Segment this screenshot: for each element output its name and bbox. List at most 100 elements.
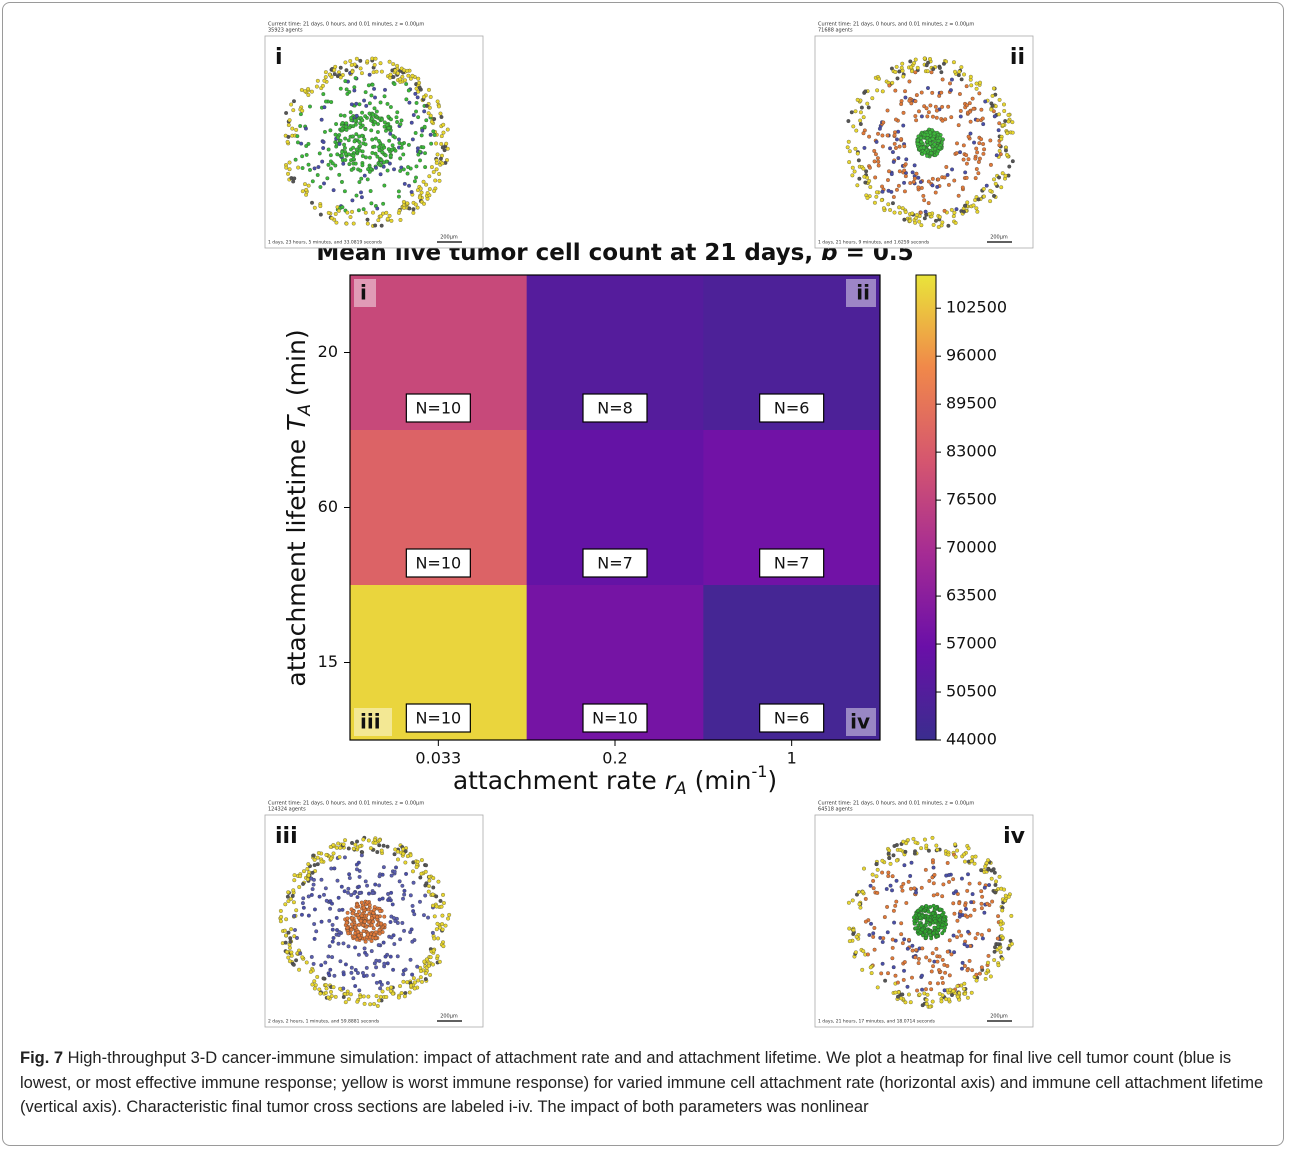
cell-dot [353, 925, 357, 930]
cell-dot [863, 180, 868, 185]
cell-dot [966, 929, 971, 934]
cell-dot [310, 179, 315, 184]
cell-dot [349, 167, 354, 172]
cell-dot [990, 899, 995, 904]
cell-dot [374, 965, 379, 970]
cell-dot [955, 935, 959, 940]
cell-dot [432, 936, 437, 941]
cell-dot [285, 139, 290, 144]
cell-dot [304, 192, 309, 197]
cell-dot [989, 107, 994, 112]
cell-dot [362, 98, 367, 103]
cell-dot [318, 185, 323, 189]
label-part: -1 [751, 762, 767, 781]
cell-dot [894, 878, 899, 883]
cell-dot [357, 102, 362, 107]
cell-dot [931, 881, 936, 886]
cell-dot [938, 135, 942, 140]
cell-dot [427, 105, 432, 110]
cell-dot [350, 911, 355, 916]
cell-dot [398, 168, 403, 173]
cell-label: N=7 [597, 554, 633, 573]
cell-dot [379, 69, 384, 74]
cell-dot [356, 933, 361, 938]
cell-dot [913, 70, 918, 75]
cell-dot [968, 109, 972, 114]
cell-dot [853, 109, 858, 114]
cell-dot [924, 1001, 929, 1006]
cell-dot [922, 198, 927, 203]
cell-dot [902, 960, 907, 965]
cell-dot [400, 142, 405, 147]
panel-scale-label: 200μm [440, 235, 458, 241]
cell-dot [402, 205, 407, 210]
cell-dot [435, 99, 440, 104]
cell-dot [912, 61, 916, 66]
cell-dot [890, 956, 895, 961]
cell-dot [371, 973, 376, 977]
cell-dot [321, 92, 326, 97]
cell-dot [937, 954, 942, 959]
cell-dot [365, 177, 370, 182]
cell-dot [333, 132, 338, 137]
cell-dot [946, 852, 951, 857]
cell-dot [999, 137, 1004, 141]
colorbar-tick-label: 83000 [946, 442, 997, 461]
cell-dot [981, 142, 986, 146]
cell-dot [877, 126, 882, 131]
cell-dot [908, 181, 913, 185]
cell-dot [845, 145, 850, 150]
y-axis-label: attachment lifetime TA (min) [282, 329, 315, 686]
cell-dot [352, 85, 357, 90]
corner-label: iv [850, 710, 870, 734]
cell-dot [336, 941, 341, 946]
cell-dot [991, 86, 996, 91]
cell-dot [935, 151, 940, 156]
cell-dot [855, 183, 860, 188]
cell-dot [849, 110, 854, 115]
cell-dot [890, 945, 895, 950]
cell-dot [393, 135, 397, 140]
cell-dot [377, 148, 382, 153]
cell-dot [446, 916, 451, 921]
cell-dot [422, 959, 427, 964]
cell-dot [958, 150, 963, 155]
cell-dot [289, 953, 294, 958]
cell-dot [306, 183, 311, 188]
cell-dot [913, 220, 918, 225]
cell-dot [417, 80, 422, 85]
cell-dot [910, 211, 915, 216]
cell-dot [311, 877, 316, 882]
cell-dot [910, 948, 915, 953]
cell-dot [366, 838, 371, 843]
cell-dot [895, 187, 899, 192]
cell-dot [346, 997, 351, 1002]
cell-dot [404, 871, 409, 876]
cell-dot [896, 156, 901, 161]
cell-dot [852, 169, 857, 174]
cell-dot [933, 104, 938, 109]
cell-dot [851, 124, 856, 129]
cell-dot [892, 133, 897, 138]
cell-dot [369, 93, 374, 98]
cell-dot [931, 903, 936, 908]
cell-dot [338, 986, 343, 991]
cell-dot [318, 991, 323, 996]
cell-dot [396, 189, 401, 194]
cell-dot [894, 146, 898, 150]
cell-dot [983, 99, 988, 104]
caption-text: High-throughput 3-D cancer-immune simula… [20, 1049, 1264, 1116]
cell-dot [338, 65, 343, 70]
cell-dot [871, 878, 876, 883]
cell-dot [942, 917, 947, 922]
cell-dot [311, 853, 316, 858]
cell-dot [375, 1003, 380, 1008]
cell-dot [342, 855, 347, 860]
cell-dot [935, 847, 940, 852]
cell-dot [366, 920, 371, 925]
cell-dot [944, 165, 949, 169]
cell-dot [286, 930, 291, 935]
cell-dot [907, 98, 912, 103]
cell-dot [1000, 956, 1005, 961]
cell-dot [421, 145, 426, 150]
